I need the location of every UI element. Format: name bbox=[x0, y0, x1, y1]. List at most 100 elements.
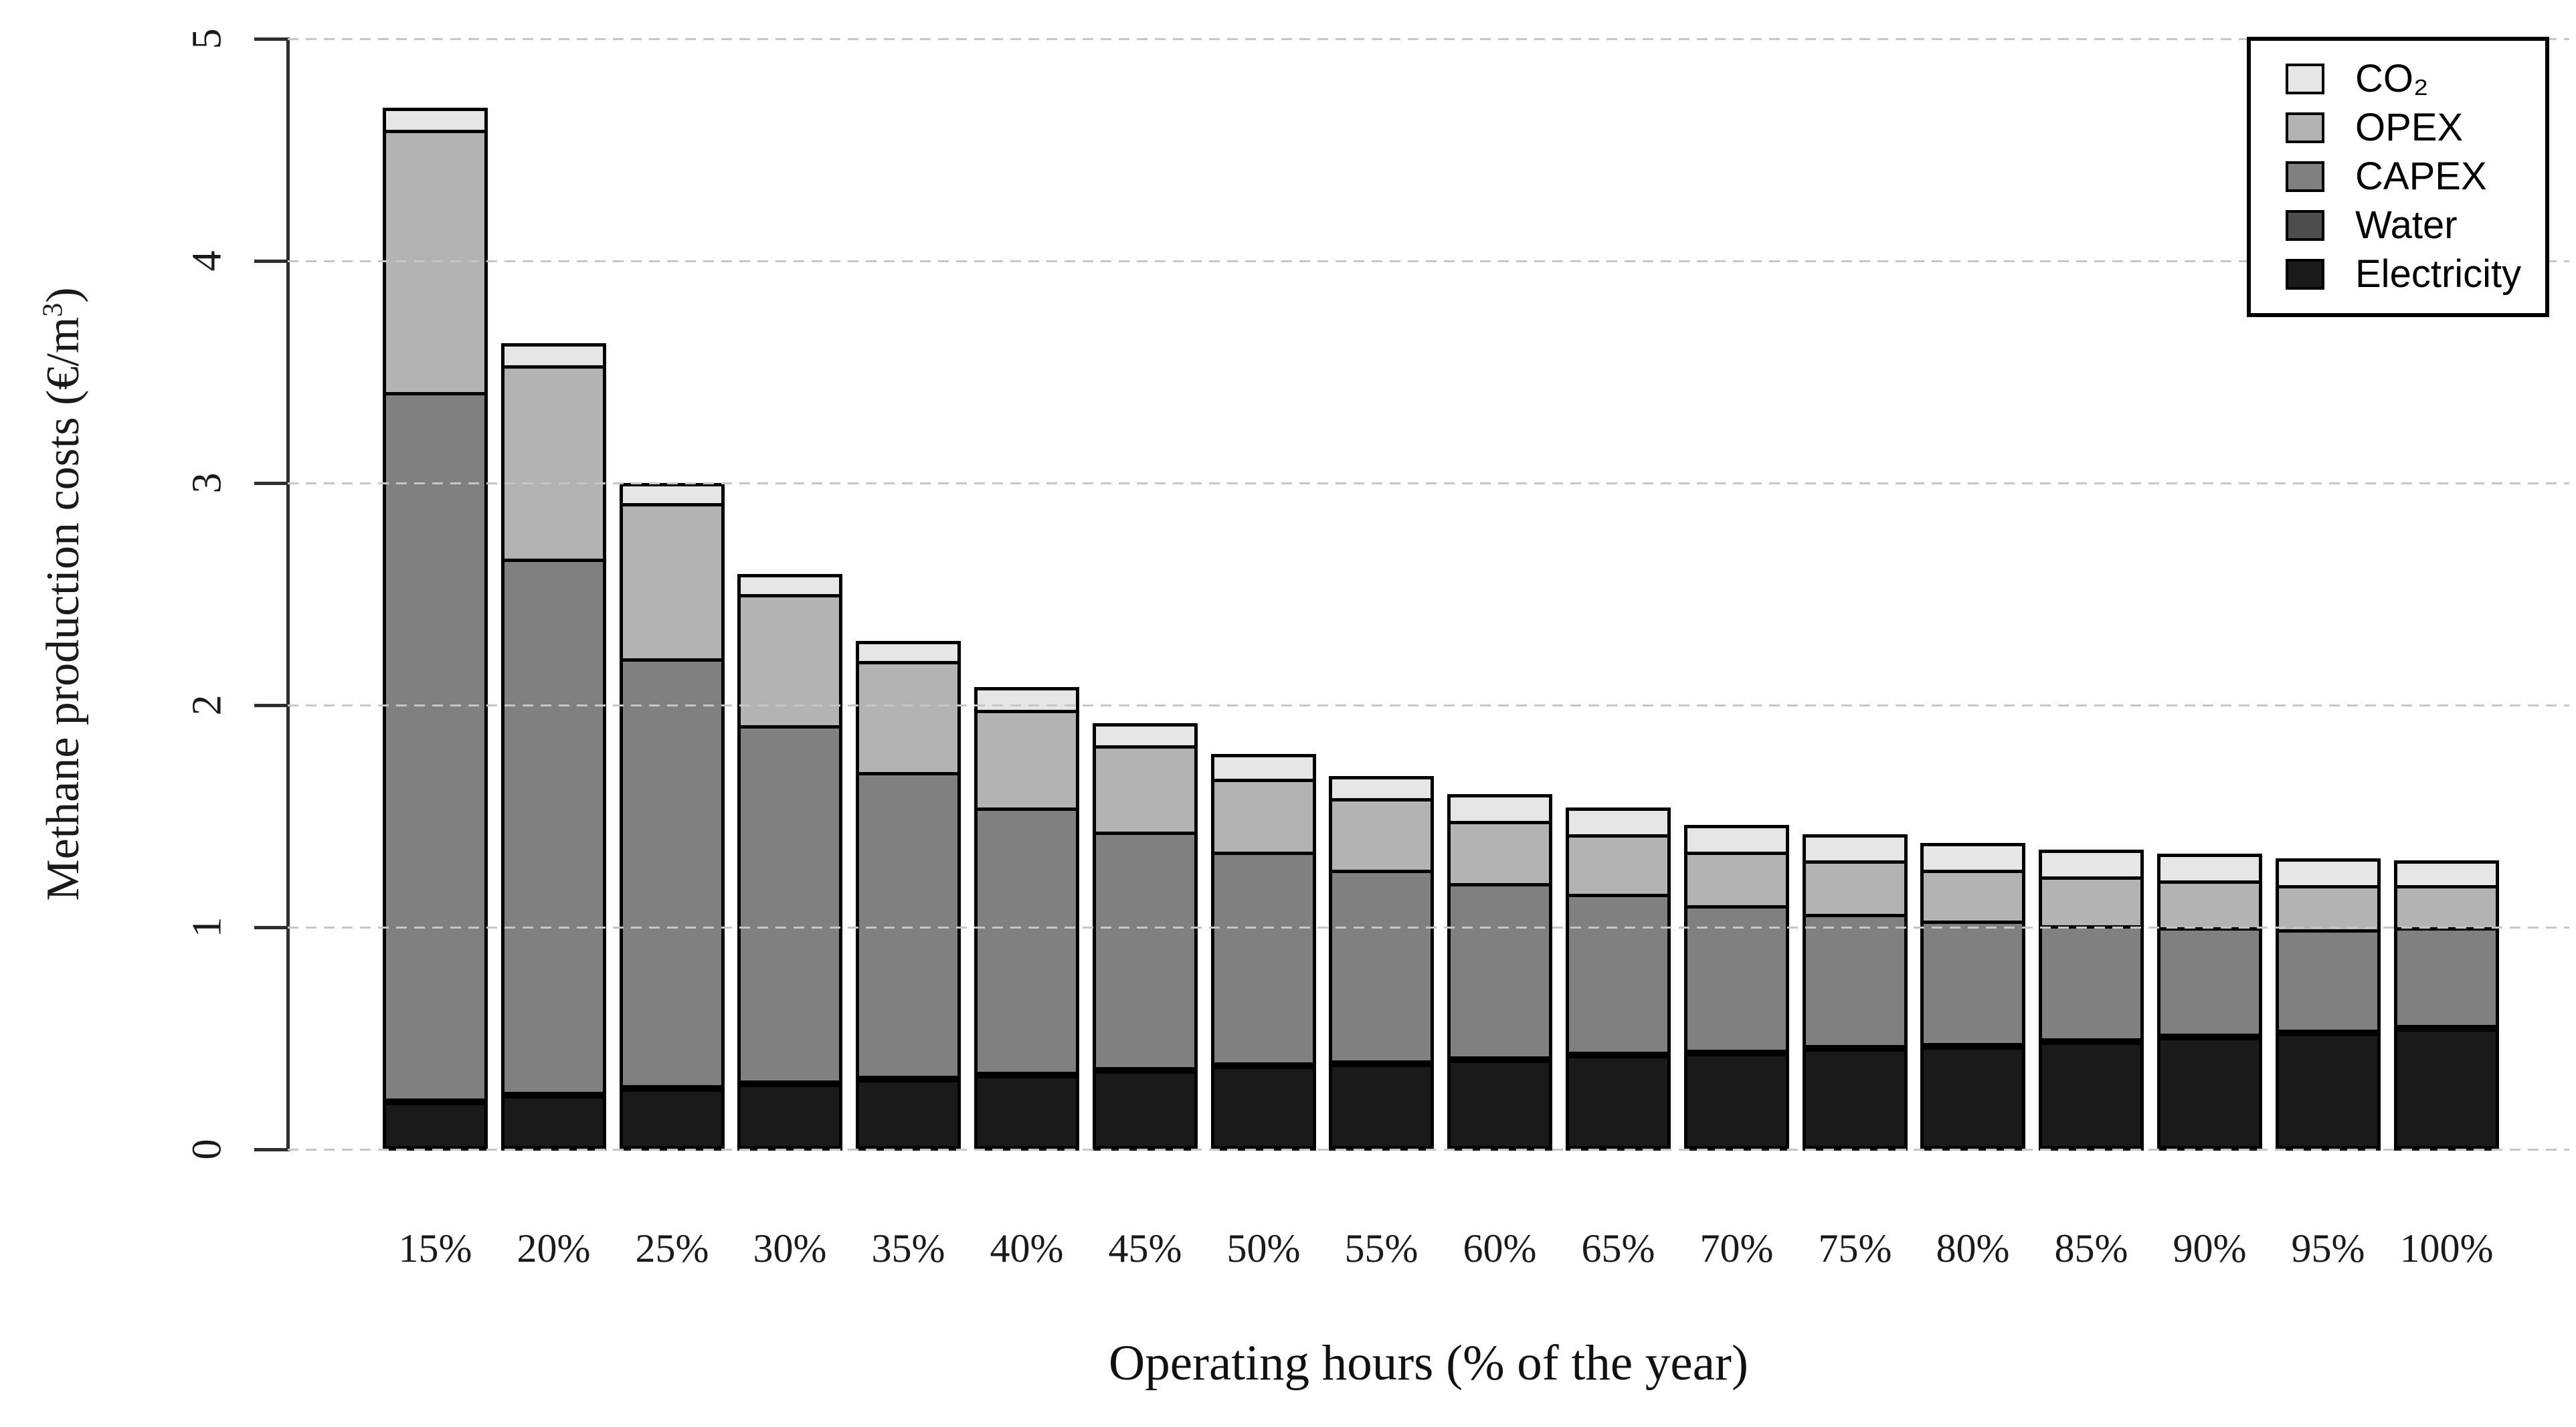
bar-segment-water bbox=[1803, 1044, 1908, 1048]
x-tick-label-20pct: 20% bbox=[517, 1226, 591, 1270]
bar-segment-capex bbox=[856, 771, 961, 1076]
bar-50pct bbox=[1211, 754, 1316, 1151]
x-tick-label-90pct: 90% bbox=[2173, 1226, 2247, 1270]
legend-item-opex: OPEX bbox=[2251, 103, 2545, 152]
x-tick-label-80pct: 80% bbox=[1936, 1226, 2010, 1270]
x-tick-label-55pct: 55% bbox=[1344, 1226, 1418, 1270]
bar-segment-electricity bbox=[383, 1101, 488, 1151]
bar-segment-electricity bbox=[737, 1084, 842, 1151]
bar-75pct bbox=[1803, 834, 1908, 1151]
bar-segment-water bbox=[383, 1098, 488, 1102]
y-tick-label-2: 2 bbox=[184, 694, 230, 716]
bar-segment-water bbox=[856, 1076, 961, 1080]
bar-segment-capex bbox=[620, 658, 725, 1085]
bar-segment-electricity bbox=[856, 1079, 961, 1151]
bar-20pct bbox=[501, 343, 606, 1151]
bar-segment-electricity bbox=[1447, 1059, 1552, 1151]
y-axis-title-text: Methane production costs (€/m bbox=[37, 316, 89, 901]
bar-segment-co- bbox=[1920, 842, 2025, 870]
legend-swatch-capex bbox=[2286, 161, 2324, 192]
legend-label-co2: CO₂ bbox=[2355, 56, 2429, 100]
legend-item-capex: CAPEX bbox=[2251, 152, 2545, 201]
bar-segment-water bbox=[620, 1084, 725, 1088]
x-tick-label-30pct: 30% bbox=[753, 1226, 827, 1270]
bar-segment-electricity bbox=[1566, 1054, 1671, 1151]
y-tick-0 bbox=[254, 1148, 288, 1151]
bar-segment-co- bbox=[2276, 858, 2381, 885]
bar-35pct bbox=[856, 640, 961, 1151]
gridline-4 bbox=[288, 260, 2569, 262]
bar-segment-electricity bbox=[974, 1074, 1079, 1151]
bar-segment-co- bbox=[1211, 754, 1316, 779]
y-tick-2 bbox=[254, 704, 288, 707]
legend-swatch-electricity bbox=[2286, 258, 2324, 290]
bar-100pct bbox=[2394, 860, 2499, 1151]
legend-item-electricity: Electricity bbox=[2251, 250, 2545, 298]
bar-segment-capex bbox=[2394, 927, 2499, 1026]
bar-segment-co- bbox=[2394, 860, 2499, 885]
bar-segment-co- bbox=[2157, 854, 2262, 881]
bar-segment-capex bbox=[383, 391, 488, 1099]
bar-segment-capex bbox=[1803, 914, 1908, 1045]
bar-segment-water bbox=[1211, 1062, 1316, 1066]
x-tick-label-75pct: 75% bbox=[1818, 1226, 1892, 1270]
y-tick-label-3: 3 bbox=[184, 472, 230, 494]
legend-item-co2: CO₂ bbox=[2251, 54, 2545, 103]
bar-segment-co- bbox=[1684, 825, 1789, 852]
x-tick-label-25pct: 25% bbox=[635, 1226, 709, 1270]
bar-segment-co- bbox=[1566, 807, 1671, 834]
bar-segment-electricity bbox=[620, 1088, 725, 1151]
bar-segment-opex bbox=[501, 365, 606, 559]
y-axis-line bbox=[286, 37, 290, 1151]
bar-segment-water bbox=[1684, 1049, 1789, 1053]
bar-segment-opex bbox=[1211, 778, 1316, 852]
y-tick-label-5: 5 bbox=[184, 28, 230, 50]
bar-30pct bbox=[737, 574, 842, 1151]
bar-segment-water bbox=[1920, 1042, 2025, 1046]
legend-label-electricity: Electricity bbox=[2355, 252, 2522, 296]
bar-segment-electricity bbox=[1803, 1048, 1908, 1151]
legend-label-capex: CAPEX bbox=[2355, 154, 2487, 198]
bar-segment-co- bbox=[383, 107, 488, 130]
x-tick-label-70pct: 70% bbox=[1699, 1226, 1774, 1270]
bar-segment-capex bbox=[974, 807, 1079, 1072]
bar-segment-co- bbox=[974, 687, 1079, 710]
bar-segment-co- bbox=[620, 483, 725, 503]
bar-segment-electricity bbox=[2276, 1032, 2381, 1151]
bar-segment-opex bbox=[2039, 876, 2144, 925]
bar-segment-opex bbox=[737, 593, 842, 725]
bar-segment-electricity bbox=[501, 1095, 606, 1151]
bar-70pct bbox=[1684, 825, 1789, 1151]
bar-segment-capex bbox=[1684, 905, 1789, 1050]
bar-segment-electricity bbox=[2394, 1028, 2499, 1151]
bar-segment-opex bbox=[1684, 852, 1789, 905]
bar-15pct bbox=[383, 107, 488, 1151]
x-tick-label-50pct: 50% bbox=[1226, 1226, 1301, 1270]
bar-segment-water bbox=[2039, 1038, 2144, 1042]
legend-swatch-co2 bbox=[2286, 63, 2324, 94]
bar-segment-water bbox=[2157, 1034, 2262, 1038]
bar-segment-electricity bbox=[1211, 1066, 1316, 1151]
y-axis-title-superscript: 3 bbox=[37, 302, 69, 317]
legend-label-opex: OPEX bbox=[2355, 105, 2464, 149]
bar-segment-opex bbox=[2276, 884, 2381, 930]
bar-segment-water bbox=[1566, 1051, 1671, 1055]
y-tick-1 bbox=[254, 926, 288, 929]
legend-item-water: Water bbox=[2251, 201, 2545, 250]
bar-segment-co- bbox=[1329, 776, 1434, 799]
bar-95pct bbox=[2276, 858, 2381, 1151]
bar-segment-opex bbox=[1329, 798, 1434, 870]
bar-segment-opex bbox=[1093, 745, 1198, 832]
bar-segment-co- bbox=[501, 343, 606, 366]
x-tick-label-100pct: 100% bbox=[2399, 1226, 2494, 1270]
bar-segment-water bbox=[974, 1071, 1079, 1075]
y-tick-label-0: 0 bbox=[184, 1139, 230, 1160]
bar-segment-co- bbox=[737, 574, 842, 594]
bar-segment-capex bbox=[1566, 894, 1671, 1052]
bar-segment-capex bbox=[1093, 832, 1198, 1068]
bar-segment-electricity bbox=[2039, 1041, 2144, 1151]
bar-segment-opex bbox=[1566, 834, 1671, 894]
legend-swatch-water bbox=[2286, 209, 2324, 241]
bar-segment-opex bbox=[856, 660, 961, 772]
